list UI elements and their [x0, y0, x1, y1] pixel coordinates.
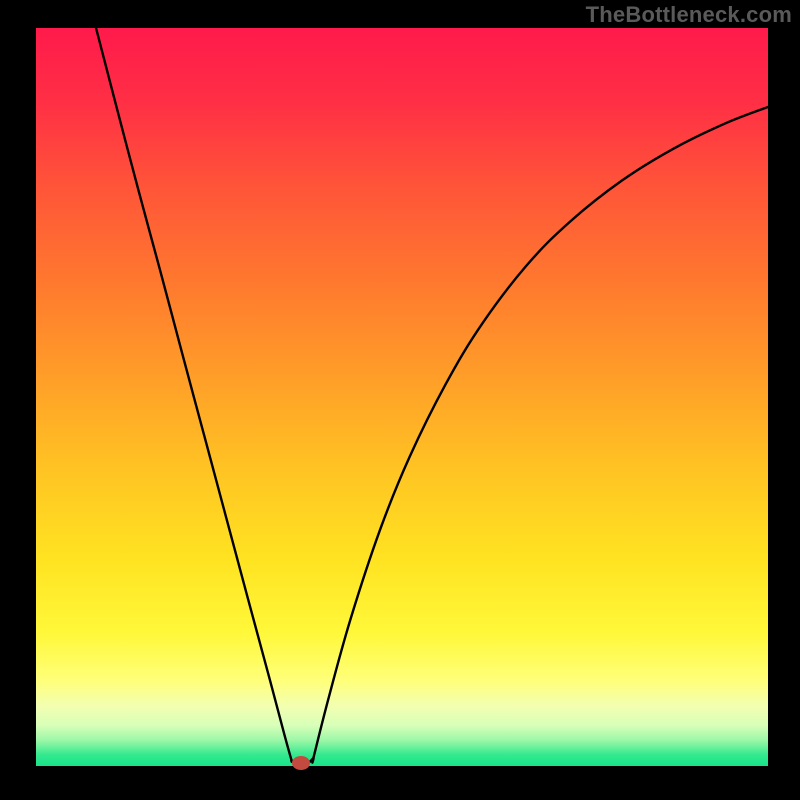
canvas-root: TheBottleneck.com: [0, 0, 800, 800]
watermark-text: TheBottleneck.com: [586, 2, 792, 28]
bottleneck-curve: [96, 28, 768, 765]
plot-area: [36, 28, 768, 766]
minimum-marker: [292, 756, 310, 770]
curve-svg: [36, 28, 768, 766]
